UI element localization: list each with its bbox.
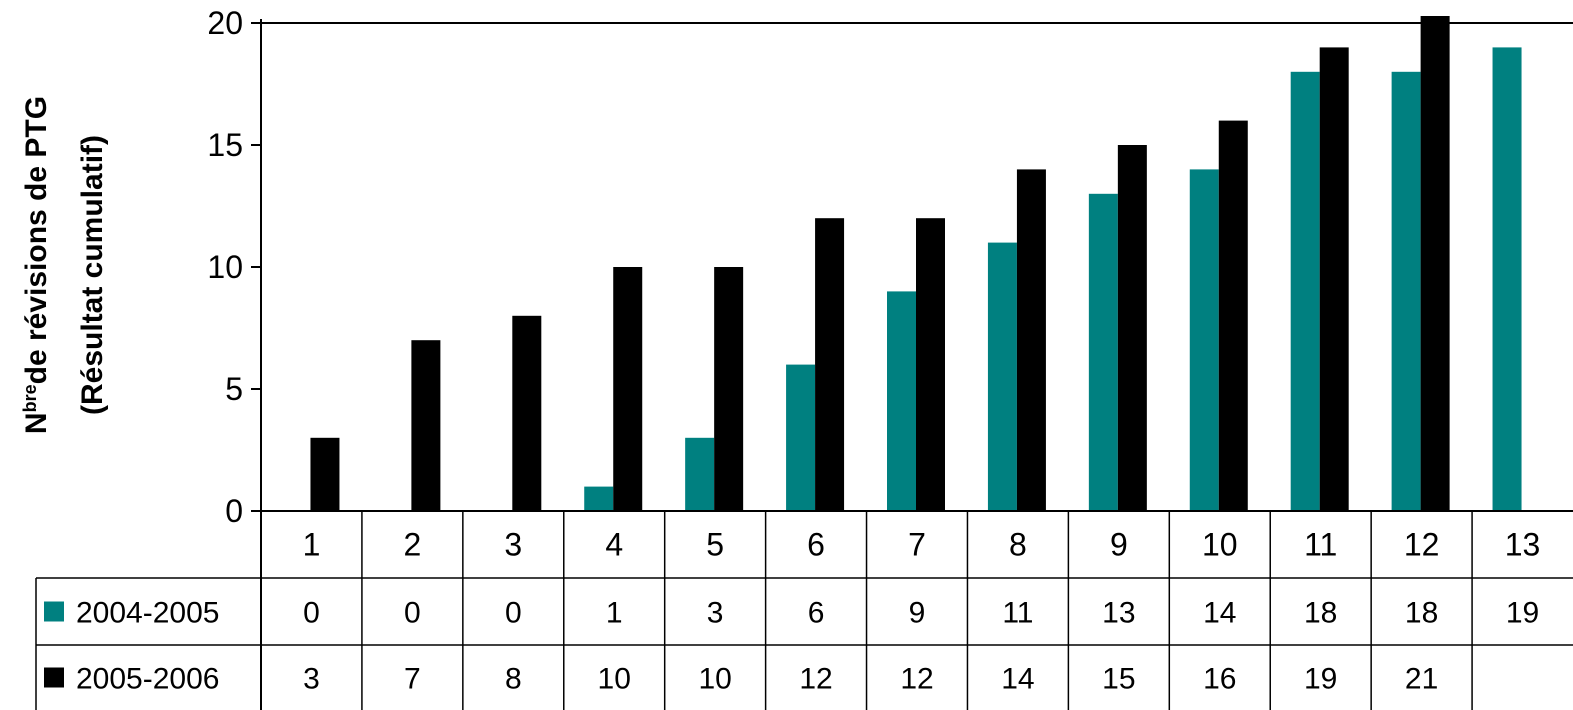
- bar-series1: [584, 486, 614, 511]
- y-axis-label-prefix: N: [20, 412, 53, 434]
- x-tick-label: 12: [1404, 527, 1440, 563]
- bar-series1: [987, 242, 1017, 511]
- bar-series2: [1016, 169, 1046, 511]
- data-label: 0: [303, 597, 320, 630]
- bar-series2: [613, 267, 643, 511]
- x-tick-label: 6: [807, 527, 825, 563]
- bar-series2: [714, 267, 744, 511]
- data-label: 3: [707, 597, 724, 630]
- data-label: 7: [404, 663, 421, 696]
- data-label: 19: [1506, 597, 1539, 630]
- data-label: 18: [1304, 597, 1337, 630]
- data-label: 9: [909, 597, 926, 630]
- y-tick-label: 5: [225, 371, 243, 407]
- bar-series1: [1391, 71, 1421, 512]
- legend-label: 2005-2006: [76, 663, 219, 696]
- x-tick-label: 9: [1110, 527, 1128, 563]
- y-tick-label: 0: [225, 493, 243, 529]
- x-tick-label: 3: [504, 527, 522, 563]
- bar-series2: [916, 218, 945, 511]
- bars-layer: [310, 16, 1522, 512]
- data-label: 11: [1002, 597, 1033, 630]
- data-label: 10: [698, 663, 731, 696]
- y-axis-label-line1: Nbrede révisions de PTG: [20, 96, 53, 434]
- data-label: 6: [808, 597, 825, 630]
- data-label: 3: [303, 663, 320, 696]
- data-label: 13: [1102, 597, 1135, 630]
- bar-series2: [1218, 120, 1248, 511]
- bar-series1: [1189, 169, 1219, 511]
- bar-series1: [1492, 47, 1522, 512]
- bar-series2: [815, 218, 845, 511]
- legend-label: 2004-2005: [76, 597, 219, 630]
- y-tick-label: 20: [207, 5, 243, 41]
- x-tick-label: 8: [1009, 527, 1027, 563]
- bar-series1: [786, 364, 816, 511]
- bar-series1: [685, 437, 715, 511]
- x-tick-label: 4: [605, 527, 623, 563]
- bar-series2: [310, 437, 340, 511]
- x-tick-label: 10: [1202, 527, 1238, 563]
- data-label: 12: [799, 663, 832, 696]
- x-tick-label: 7: [908, 527, 926, 563]
- legend-swatch: [44, 601, 64, 622]
- bar-series2: [411, 340, 441, 511]
- data-label: 15: [1102, 663, 1135, 696]
- x-tick-label: 1: [303, 527, 321, 563]
- data-label: 1: [606, 597, 623, 630]
- y-tick-label: 15: [207, 127, 243, 163]
- x-tick-label: 2: [403, 527, 421, 563]
- bar-series1: [887, 291, 916, 511]
- bar-series1: [1088, 193, 1118, 512]
- legend-swatch: [44, 667, 64, 688]
- bar-series2: [1117, 145, 1147, 511]
- x-tick-label: 13: [1505, 527, 1541, 563]
- x-tick-label: 11: [1304, 527, 1337, 563]
- data-label: 18: [1405, 597, 1438, 630]
- data-label: 19: [1304, 663, 1337, 696]
- bar-series1: [1290, 71, 1320, 512]
- data-label: 14: [1001, 663, 1034, 696]
- y-axis-label: Nbrede révisions de PTG (Résultat cumula…: [20, 96, 109, 434]
- x-tick-label: 5: [706, 527, 724, 563]
- y-axis-label-superscript: bre: [20, 384, 40, 412]
- data-label: 14: [1203, 597, 1236, 630]
- data-label: 21: [1405, 663, 1438, 696]
- y-axis-label-line2: (Résultat cumulatif): [76, 135, 109, 415]
- y-axis-label-rest: de révisions de PTG: [20, 96, 53, 384]
- y-tick-label: 10: [207, 249, 243, 285]
- bar-series2: [1319, 47, 1349, 512]
- bar-series2: [512, 315, 542, 511]
- data-label: 12: [900, 663, 933, 696]
- data-label: 10: [598, 663, 631, 696]
- data-label: 8: [505, 663, 522, 696]
- data-label: 16: [1203, 663, 1236, 696]
- data-label: 0: [505, 597, 522, 630]
- data-label: 0: [404, 597, 421, 630]
- bar-series2: [1420, 16, 1450, 511]
